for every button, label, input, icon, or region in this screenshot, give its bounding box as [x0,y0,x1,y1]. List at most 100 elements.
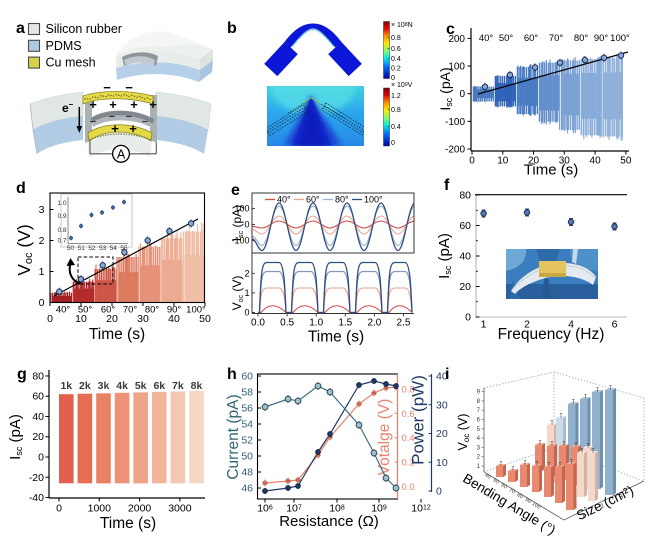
svg-text:54: 54 [110,245,118,252]
svg-text:PDMS: PDMS [46,39,82,53]
svg-text:30: 30 [436,399,448,411]
svg-text:0.0: 0.0 [402,482,415,493]
svg-text:−: − [103,80,111,95]
svg-text:80: 80 [32,370,44,382]
svg-text:1: 1 [244,288,249,298]
svg-text:0: 0 [465,312,471,324]
svg-text:Votalge (V): Votalge (V) [376,399,393,476]
svg-text:1: 1 [481,319,487,331]
svg-text:80°: 80° [574,33,589,44]
svg-text:2000: 2000 [128,503,152,515]
svg-text:40°: 40° [277,195,291,205]
svg-text:a: a [16,20,25,37]
svg-text:50°: 50° [78,305,93,316]
svg-text:80°: 80° [335,195,349,205]
svg-text:200: 200 [448,34,465,45]
svg-text:Voc (V): Voc (V) [456,414,471,451]
svg-text:−: − [109,111,115,123]
svg-text:2: 2 [599,502,606,510]
svg-text:2.0: 2.0 [367,318,381,329]
svg-text:−: − [142,116,148,128]
svg-text:10: 10 [75,313,87,325]
svg-text:1012: 1012 [411,503,431,515]
svg-text:60°: 60° [101,305,116,316]
svg-text:e: e [62,101,69,115]
svg-text:10: 10 [436,457,448,469]
svg-text:Frequency (Hz): Frequency (Hz) [498,326,605,343]
svg-text:60: 60 [32,391,44,403]
svg-text:40: 40 [459,251,471,263]
svg-text:5: 5 [477,427,481,433]
svg-text:1000: 1000 [88,503,112,515]
svg-text:Power (pW): Power (pW) [409,375,428,465]
svg-text:100°: 100° [610,33,630,44]
svg-text:-100: -100 [445,117,465,128]
svg-text:0.6: 0.6 [391,46,401,53]
svg-text:-40: -40 [29,492,44,504]
svg-text:+: + [129,121,137,136]
svg-text:40: 40 [590,156,602,167]
svg-text:3: 3 [477,445,481,451]
svg-text:-20: -20 [29,472,44,484]
svg-text:Current (pA): Current (pA) [225,394,242,479]
svg-text:52: 52 [88,245,96,252]
svg-text:0.6: 0.6 [402,409,415,420]
svg-text:2: 2 [477,455,481,461]
svg-text:60: 60 [241,371,253,383]
svg-text:0: 0 [244,308,249,318]
svg-text:20: 20 [528,156,540,167]
svg-text:0.4: 0.4 [391,124,401,131]
svg-text:c: c [446,21,455,38]
svg-text:70: 70 [508,487,516,495]
svg-text:40: 40 [436,371,448,383]
svg-text:60: 60 [459,220,471,232]
svg-text:10: 10 [497,156,509,167]
svg-text:4k: 4k [116,380,128,392]
svg-text:0.8: 0.8 [402,384,415,395]
svg-text:100°: 100° [364,195,383,205]
svg-text:50: 50 [67,245,75,252]
svg-text:50: 50 [241,451,253,463]
svg-text:Isc (pA): Isc (pA) [230,205,245,241]
svg-text:0: 0 [469,156,475,167]
svg-text:4: 4 [477,436,481,442]
svg-text:40°: 40° [479,33,494,44]
svg-text:+: + [109,97,117,112]
svg-text:-200: -200 [445,145,465,156]
svg-text:1.0: 1.0 [57,200,66,207]
svg-text:0.8: 0.8 [57,227,66,234]
svg-text:40: 40 [32,411,44,423]
svg-text:1: 1 [39,266,45,278]
svg-text:Silicon rubber: Silicon rubber [46,22,122,36]
svg-text:0: 0 [436,486,442,498]
svg-text:30: 30 [559,156,571,167]
svg-text:1: 1 [477,464,481,470]
svg-text:58: 58 [241,387,253,399]
svg-text:6k: 6k [153,380,165,392]
svg-text:−: − [90,116,96,128]
svg-text:Time (s): Time (s) [308,329,364,346]
svg-text:+: + [111,121,119,136]
svg-text:0.4: 0.4 [402,433,415,444]
svg-text:20: 20 [106,313,118,325]
svg-text:+: + [149,97,157,112]
svg-text:8: 8 [477,399,481,405]
svg-text:0: 0 [39,297,45,309]
svg-text:20: 20 [459,281,471,293]
svg-text:× 108N: × 108N [391,22,413,30]
svg-text:90: 90 [524,497,532,505]
svg-text:54: 54 [241,419,253,431]
svg-text:100°: 100° [186,305,206,316]
svg-text:46: 46 [241,483,253,495]
svg-text:100: 100 [448,62,465,73]
svg-text:0: 0 [244,220,249,230]
svg-text:40: 40 [483,472,491,480]
svg-text:b: b [227,20,237,37]
svg-text:2: 2 [524,319,530,331]
svg-text:50: 50 [620,156,632,167]
svg-text:3k: 3k [98,380,110,392]
svg-text:0.7: 0.7 [57,238,66,245]
svg-text:4: 4 [568,319,574,331]
svg-text:Cu mesh: Cu mesh [46,56,96,70]
svg-text:52: 52 [241,435,253,447]
